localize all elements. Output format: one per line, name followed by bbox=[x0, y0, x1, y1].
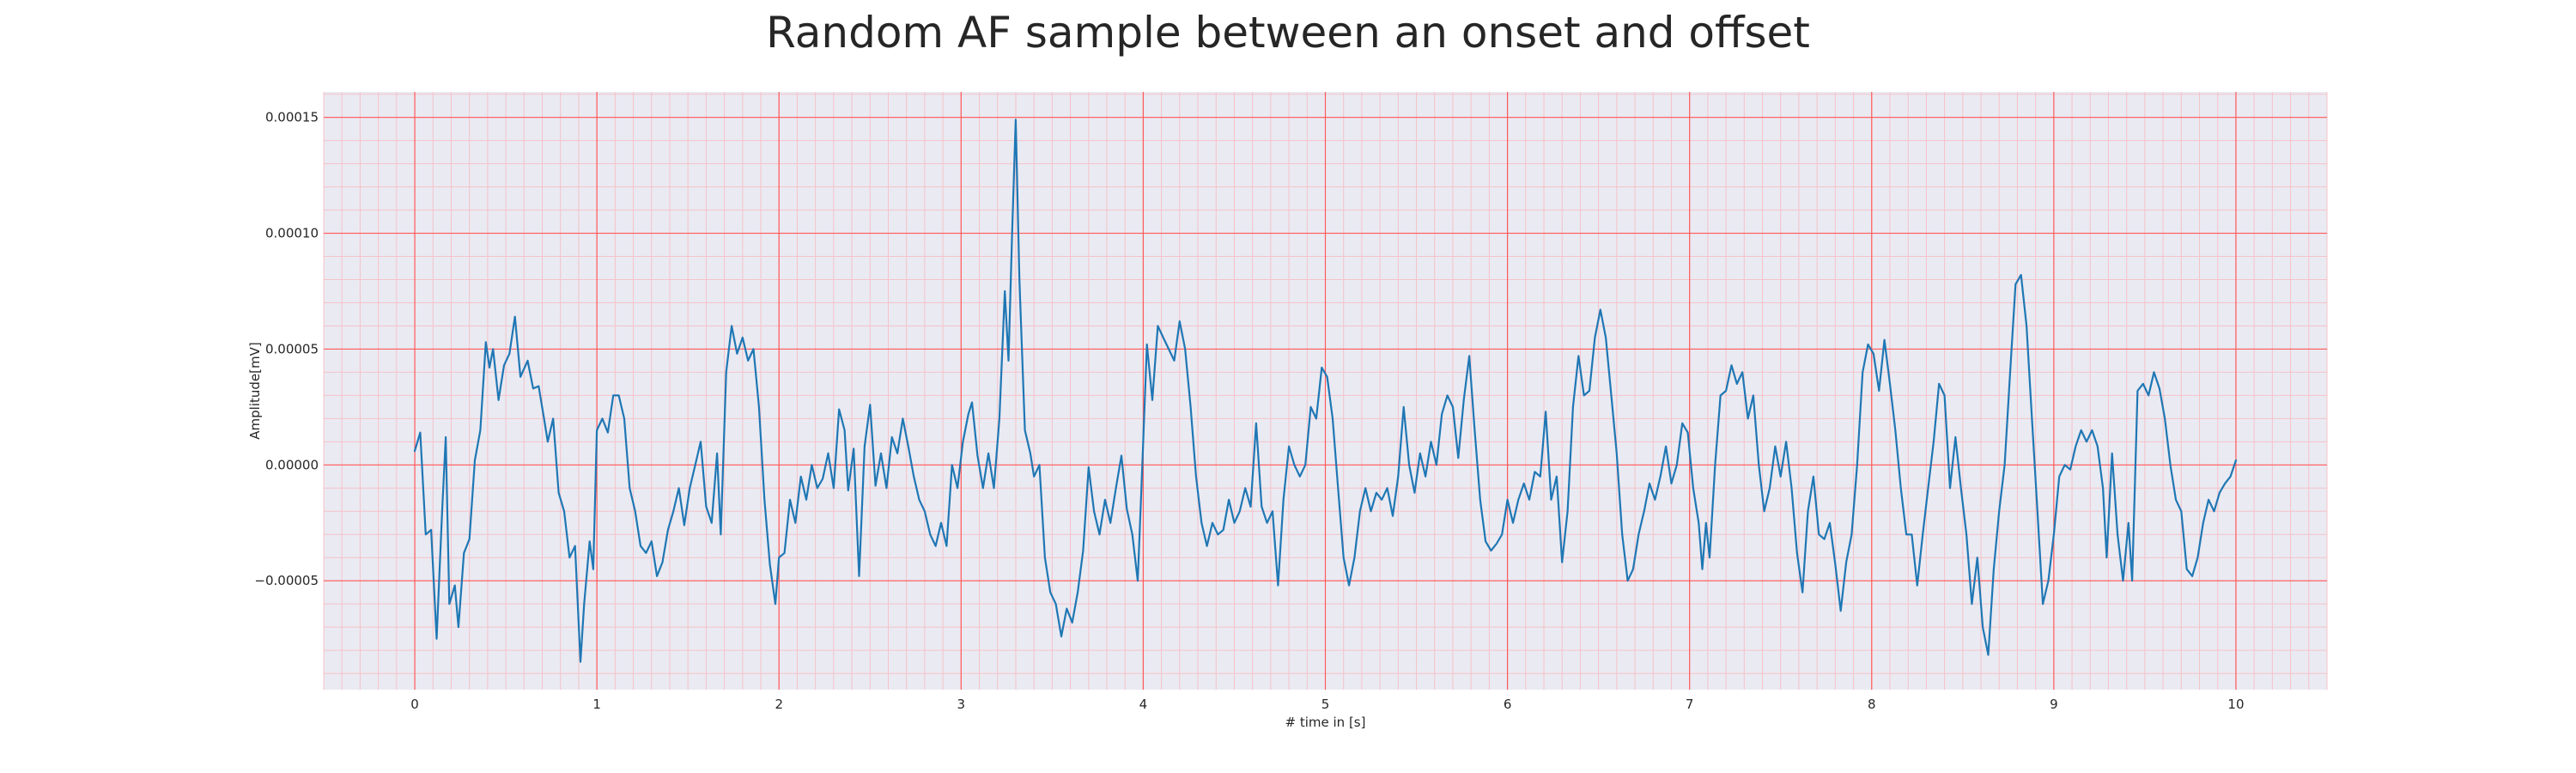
x-tick-label: 2 bbox=[775, 697, 783, 712]
y-tick-label: 0.00000 bbox=[265, 457, 319, 472]
y-axis-ticks: −0.00005 0.00000 0.00005 0.00010 0.00015 bbox=[254, 110, 319, 589]
series-layer bbox=[413, 119, 2238, 663]
x-tick-label: 5 bbox=[1321, 697, 1330, 712]
x-tick-label: 8 bbox=[1868, 697, 1876, 712]
x-tick-label: 0 bbox=[410, 697, 419, 712]
x-tick-label: 1 bbox=[592, 697, 601, 712]
x-axis-ticks: 0 1 2 3 4 5 6 7 8 9 10 bbox=[410, 697, 2244, 712]
series-line-0 bbox=[413, 119, 2238, 663]
x-axis-label: # time in [s] bbox=[1285, 715, 1366, 730]
x-tick-label: 10 bbox=[2227, 697, 2244, 712]
major-grid bbox=[324, 92, 2327, 690]
x-tick-label: 4 bbox=[1139, 697, 1148, 712]
y-axis-label: Amplitude[mV] bbox=[247, 342, 263, 439]
y-tick-label: −0.00005 bbox=[254, 573, 319, 588]
y-tick-label: 0.00015 bbox=[265, 110, 319, 125]
x-tick-label: 9 bbox=[2050, 697, 2058, 712]
x-tick-label: 6 bbox=[1504, 697, 1512, 712]
y-tick-label: 0.00010 bbox=[265, 226, 319, 241]
x-tick-label: 7 bbox=[1686, 697, 1694, 712]
y-tick-label: 0.00005 bbox=[265, 341, 319, 356]
chart-title: Random AF sample between an onset and of… bbox=[766, 8, 1810, 58]
x-tick-label: 3 bbox=[957, 697, 966, 712]
